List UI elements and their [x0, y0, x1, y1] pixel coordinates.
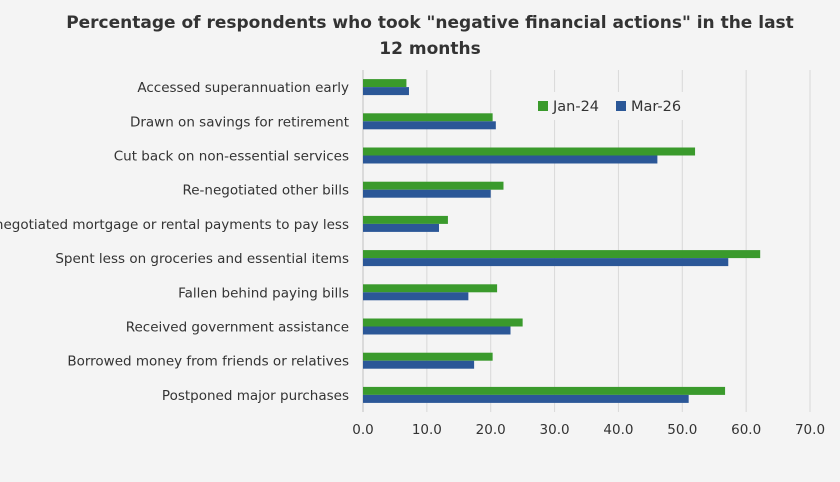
category-label: Spent less on groceries and essential it… [55, 251, 349, 267]
bar [363, 87, 409, 96]
chart-title: Percentage of respondents who took "nega… [66, 13, 794, 59]
x-tick-label: 60.0 [731, 422, 761, 438]
category-label: Postponed major purchases [162, 388, 349, 404]
category-label: Re-negotiated other bills [182, 183, 349, 199]
bar [363, 352, 493, 361]
x-tick-label: 40.0 [603, 422, 633, 438]
x-tick-label: 10.0 [412, 422, 442, 438]
bar [363, 147, 696, 156]
category-label: Re-negotiated mortgage or rental payment… [0, 217, 349, 233]
bar [363, 215, 448, 224]
category-label: Received government assistance [126, 320, 349, 336]
bar [363, 250, 761, 259]
category-label: Accessed superannuation early [137, 80, 349, 96]
x-tick-label: 50.0 [667, 422, 697, 438]
bar [363, 181, 504, 190]
bar [363, 326, 511, 335]
bar [363, 292, 469, 301]
category-label: Drawn on savings for retirement [130, 114, 349, 130]
category-label: Cut back on non-essential services [114, 149, 349, 165]
bar [363, 394, 689, 403]
bar [363, 155, 658, 164]
legend-label: Jan-24 [552, 99, 599, 115]
legend-swatch [616, 101, 626, 111]
bar [363, 113, 493, 122]
bar [363, 121, 496, 130]
bar [363, 79, 407, 88]
x-tick-label: 0.0 [352, 422, 373, 438]
category-label: Fallen behind paying bills [178, 285, 349, 301]
legend-box [526, 92, 692, 120]
bar [363, 258, 729, 267]
category-label: Borrowed money from friends or relatives [67, 354, 349, 370]
legend-label: Mar-26 [631, 99, 681, 115]
bar [363, 386, 726, 395]
x-tick-label: 70.0 [795, 422, 825, 438]
bar [363, 360, 475, 369]
bar [363, 189, 491, 198]
bar [363, 318, 523, 327]
bar [363, 284, 498, 293]
x-tick-label: 20.0 [476, 422, 506, 438]
bar [363, 223, 439, 232]
legend-swatch [538, 101, 548, 111]
x-tick-label: 30.0 [540, 422, 570, 438]
